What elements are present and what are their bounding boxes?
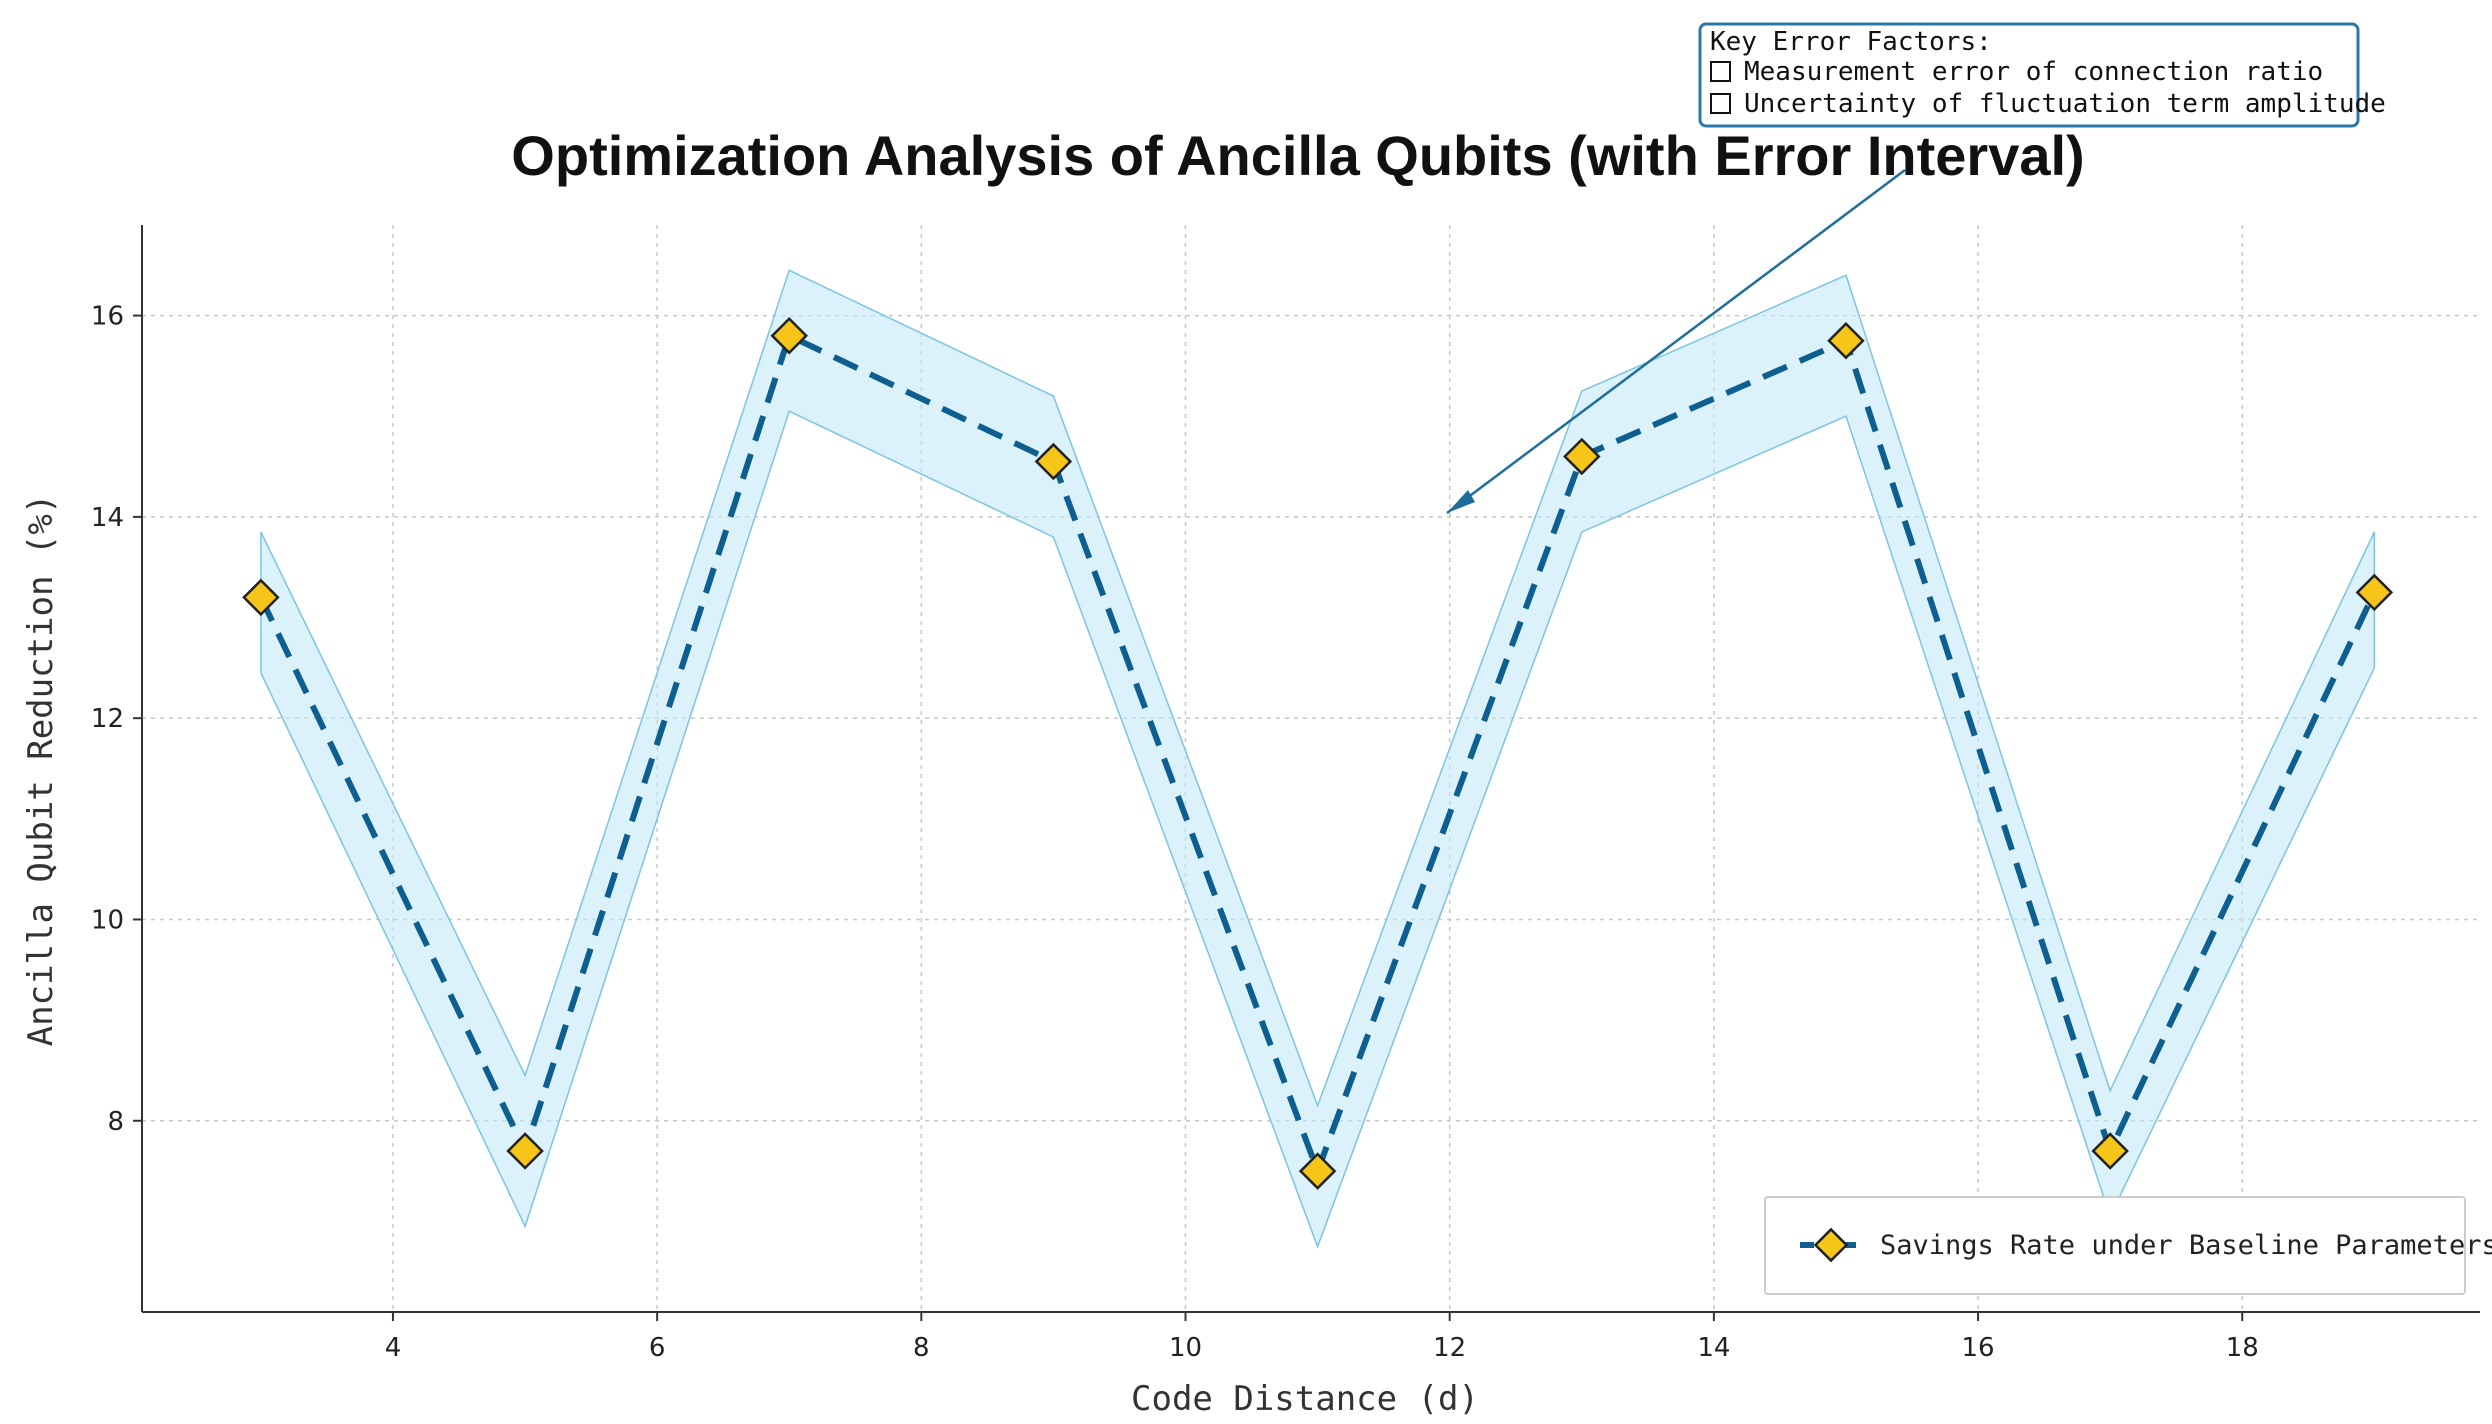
x-tick-label: 12 <box>1433 1333 1466 1363</box>
annotation-arrow <box>1446 168 1906 515</box>
marker-layer <box>242 317 2394 1190</box>
y-tick-label: 10 <box>91 905 124 935</box>
data-point <box>2091 1132 2129 1170</box>
checkbox-icon <box>1710 61 1731 82</box>
x-tick-label: 14 <box>1697 1333 1730 1363</box>
data-point <box>506 1132 544 1170</box>
annotation-arrow-head <box>1447 490 1475 513</box>
legend-label: Savings Rate under Baseline Parameters <box>1880 1230 2492 1261</box>
x-tick-label: 18 <box>2226 1333 2259 1363</box>
ticks: 4 6 8 10 12 14 16 18 8 10 12 14 16 <box>91 302 2259 1363</box>
error-band <box>260 269 2376 1249</box>
x-tick-label: 16 <box>1962 1333 1995 1363</box>
annotation-item: Measurement error of connection ratio <box>1744 57 2323 87</box>
annotation: Key Error Factors: Measurement error of … <box>1446 22 2386 515</box>
data-point <box>1827 321 1865 360</box>
data-point <box>2355 573 2394 612</box>
error-band-layer <box>260 269 2376 1249</box>
annotation-item: Uncertainty of fluctuation term amplitud… <box>1744 89 2386 119</box>
y-tick-label: 14 <box>91 503 124 533</box>
legend-marker-sample <box>1813 1227 1849 1263</box>
x-tick-label: 10 <box>1169 1333 1202 1363</box>
annotation-title: Key Error Factors: <box>1710 27 1992 57</box>
data-point <box>242 578 280 617</box>
legend: Savings Rate under Baseline Parameters <box>1764 1196 2492 1295</box>
x-tick-label: 4 <box>385 1333 402 1363</box>
legend-box <box>1764 1196 2466 1295</box>
checkbox-icon <box>1710 93 1731 114</box>
data-point <box>1034 442 1073 481</box>
annotation-box <box>1698 22 2360 128</box>
data-point <box>1298 1152 1337 1190</box>
y-tick-label: 8 <box>107 1107 124 1137</box>
x-tick-label: 6 <box>649 1333 666 1363</box>
chart-title: Optimization Analysis of Ancilla Qubits … <box>511 124 2084 187</box>
y-tick-label: 12 <box>91 704 124 734</box>
x-axis-label: Code Distance (d) <box>1131 1379 1479 1419</box>
x-tick-label: 8 <box>913 1333 930 1363</box>
data-point <box>1563 437 1601 476</box>
data-point <box>770 317 808 355</box>
y-axis-label: Ancilla Qubit Reduction (%) <box>21 494 61 1047</box>
y-tick-label: 16 <box>91 302 124 332</box>
axes <box>141 225 2480 1313</box>
